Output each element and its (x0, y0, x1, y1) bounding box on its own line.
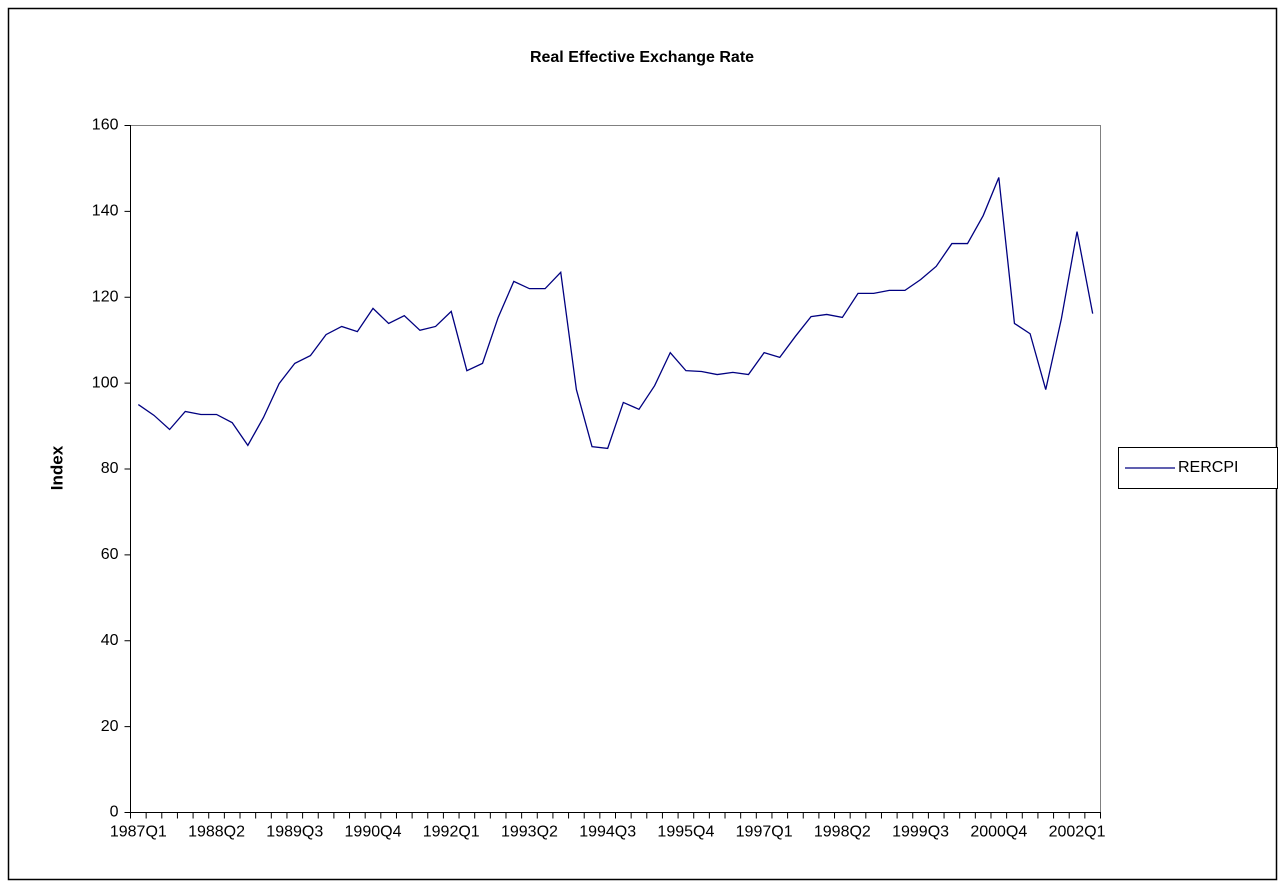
x-tick-label: 1999Q3 (892, 824, 949, 841)
y-tick-label: 20 (101, 718, 119, 735)
y-tick-label: 100 (92, 374, 119, 391)
y-tick-label: 40 (101, 632, 119, 649)
x-tick-label: 2002Q1 (1049, 824, 1106, 841)
x-tick-label: 1993Q2 (501, 824, 558, 841)
y-axis-label: Index (47, 445, 66, 490)
x-tick-label: 1989Q3 (266, 824, 323, 841)
x-tick-label: 1987Q1 (110, 824, 167, 841)
x-tick-label: 1990Q4 (345, 824, 402, 841)
x-tick-label: 1997Q1 (736, 824, 793, 841)
x-tick-label: 2000Q4 (970, 824, 1027, 841)
x-tick-label: 1988Q2 (188, 824, 245, 841)
plot-area (130, 125, 1101, 813)
y-tick-label: 60 (101, 546, 119, 563)
y-tick-label: 0 (110, 804, 119, 821)
y-tick-label: 80 (101, 460, 119, 477)
x-tick-label: 1992Q1 (423, 824, 480, 841)
chart-title: Real Effective Exchange Rate (530, 49, 754, 66)
y-tick-label: 140 (92, 203, 119, 220)
x-tick-label: 1995Q4 (657, 824, 714, 841)
x-tick-label: 1998Q2 (814, 824, 871, 841)
y-tick-label: 160 (92, 117, 119, 134)
legend-label: RERCPI (1178, 459, 1238, 476)
series-line (137, 177, 1094, 450)
x-tick-label: 1994Q3 (579, 824, 636, 841)
y-tick-label: 120 (92, 288, 119, 305)
